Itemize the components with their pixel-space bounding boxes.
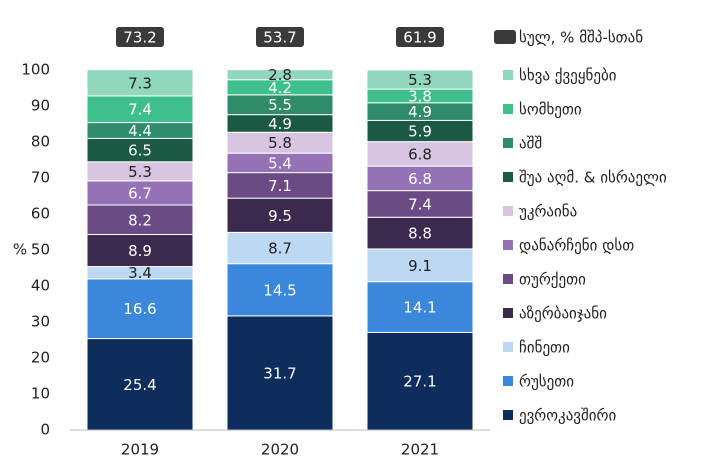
data-label: 6.8 <box>408 145 432 163</box>
legend-label: ჩინეთი <box>519 339 570 357</box>
bar-segment <box>86 234 194 268</box>
bar-segment <box>226 231 334 265</box>
legend-label: თურქეთი <box>519 271 586 289</box>
legend-swatch <box>503 138 513 148</box>
y-tick-label: 30 <box>31 313 50 331</box>
legend-swatch <box>503 240 513 250</box>
bar-segment <box>226 263 334 317</box>
legend-label: დანარჩენი დსთ <box>519 237 634 255</box>
data-label: 6.8 <box>408 170 432 188</box>
data-label: 14.1 <box>403 299 436 317</box>
legend-swatch <box>503 308 513 318</box>
data-label: 7.4 <box>408 195 432 213</box>
data-label: 25.4 <box>123 376 156 394</box>
legend-label: შუა აღმ. & ისრაელი <box>519 169 667 187</box>
data-label: 8.9 <box>128 242 152 260</box>
data-label: 4.9 <box>268 115 292 133</box>
bar-segment <box>366 331 474 431</box>
legend-swatch <box>503 172 513 182</box>
data-label: 3.8 <box>408 87 432 105</box>
data-label: 9.1 <box>408 257 432 275</box>
bar-segment <box>226 172 334 199</box>
total-label: 61.9 <box>403 29 436 47</box>
bar-segment <box>366 216 474 250</box>
data-label: 5.3 <box>408 71 432 89</box>
legend-label: აშშ <box>519 135 542 153</box>
y-tick-label: 40 <box>31 277 50 295</box>
x-tick-label: 2019 <box>121 441 159 459</box>
total-label: 73.2 <box>123 29 156 47</box>
data-label: 3.4 <box>128 264 152 282</box>
legend-swatch <box>503 274 513 284</box>
data-label: 4.2 <box>268 79 292 97</box>
legend-label: რუსეთი <box>519 373 574 391</box>
legend-swatch <box>503 410 513 420</box>
bar-segment <box>86 278 194 340</box>
legend-swatch <box>503 342 513 352</box>
data-label: 9.5 <box>268 207 292 225</box>
y-tick-label: 20 <box>31 349 50 367</box>
total-box <box>116 27 164 47</box>
legend-swatch <box>503 104 513 114</box>
data-label: 5.4 <box>268 154 292 172</box>
y-tick-label: 60 <box>31 205 50 223</box>
data-label: 14.5 <box>263 281 296 299</box>
data-label: 6.7 <box>128 184 152 202</box>
data-label: 16.6 <box>123 300 156 318</box>
bar-segment <box>86 95 194 124</box>
bar-segment <box>226 69 334 81</box>
data-label: 8.2 <box>128 211 152 229</box>
bar-segment <box>86 338 194 431</box>
total-label: 53.7 <box>263 29 296 47</box>
legend-label: ევროკავშირი <box>519 407 616 425</box>
data-label: 4.9 <box>408 103 432 121</box>
x-tick-label: 2020 <box>261 441 299 459</box>
legend-label: აზერბაიჯანი <box>519 305 607 323</box>
y-tick-label: 80 <box>31 133 50 151</box>
data-label: 5.5 <box>268 96 292 114</box>
bar-segment <box>86 180 194 206</box>
bar-segment <box>86 69 194 97</box>
data-label: 27.1 <box>403 373 436 391</box>
data-label: 31.7 <box>263 364 296 382</box>
bar-segment <box>366 69 474 90</box>
data-label: 7.4 <box>128 101 152 119</box>
data-label: 4.4 <box>128 122 152 140</box>
data-label: 7.3 <box>128 74 152 92</box>
legend-swatch <box>503 376 513 386</box>
total-box <box>256 27 304 47</box>
bar-segment <box>366 248 474 283</box>
bar-segment <box>366 281 474 333</box>
y-axis-label: % <box>13 241 27 259</box>
y-tick-label: 100 <box>21 61 50 79</box>
data-label: 2.8 <box>268 66 292 84</box>
data-label: 5.9 <box>408 123 432 141</box>
legend-swatch <box>494 30 516 44</box>
x-tick-label: 2021 <box>401 441 439 459</box>
legend-label: სხვა ქვეყნები <box>519 67 617 85</box>
data-label: 6.5 <box>128 142 152 160</box>
y-tick-label: 0 <box>40 421 50 439</box>
y-tick-label: 50 <box>31 241 50 259</box>
data-label: 5.8 <box>268 134 292 152</box>
legend-swatch <box>503 206 513 216</box>
data-label: 5.3 <box>128 163 152 181</box>
y-tick-label: 70 <box>31 169 50 187</box>
data-label: 8.8 <box>408 225 432 243</box>
y-tick-label: 90 <box>31 97 50 115</box>
bar-segment <box>366 165 474 192</box>
bar-segment <box>226 197 334 233</box>
total-box <box>396 27 444 47</box>
data-label: 8.7 <box>268 240 292 258</box>
legend-label: უკრაინა <box>519 203 577 221</box>
legend-label: სომხეთი <box>519 101 582 119</box>
data-label: 7.1 <box>268 177 292 195</box>
y-tick-label: 10 <box>31 385 50 403</box>
bar-segment <box>366 141 474 167</box>
legend-label: სულ, % მშპ-სთან <box>519 29 643 47</box>
legend-swatch <box>503 70 513 80</box>
bar-segment <box>226 315 334 431</box>
